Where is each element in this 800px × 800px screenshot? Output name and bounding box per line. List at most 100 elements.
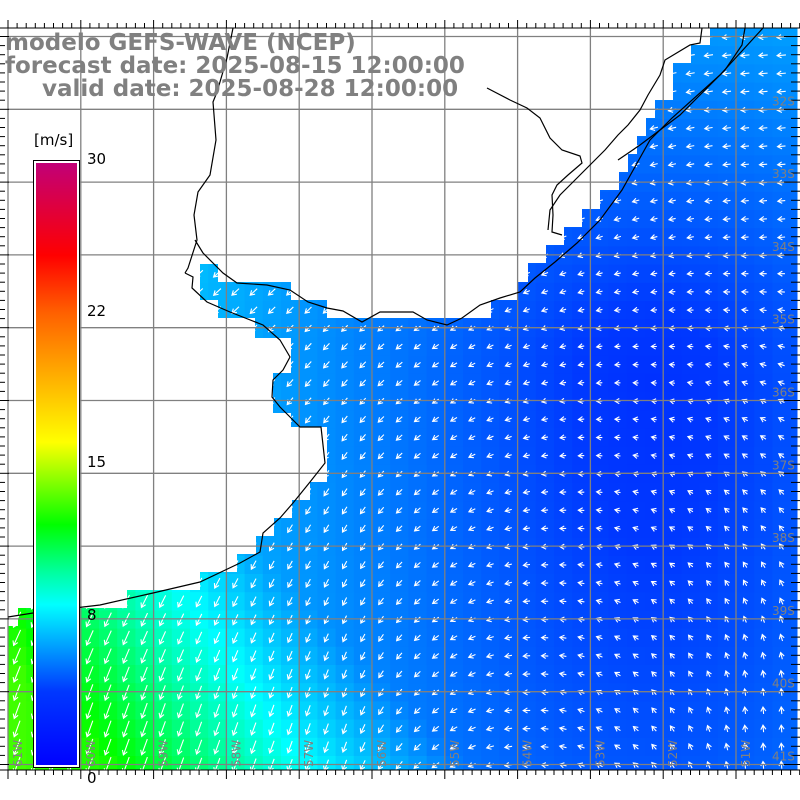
wind-arrow-icon [742,579,749,587]
wind-cell [790,64,798,84]
wind-arrow-icon [742,633,749,641]
wind-arrow-icon [650,580,657,587]
wind-arrow-icon [667,215,676,222]
wind-arrow-icon [395,525,403,533]
latitude-label: 38S [772,531,795,545]
wind-cell [790,228,798,247]
wind-arrow-icon [577,306,585,313]
wind-arrow-icon [722,270,731,277]
wind-cell [790,501,798,520]
wind-arrow-icon [268,740,275,754]
wind-cell [790,137,798,156]
wind-arrow-icon [613,489,621,496]
wind-arrow-icon [522,361,530,368]
wind-arrow-icon [250,650,257,663]
wind-arrow-icon [595,726,603,732]
wind-arrow-icon [650,507,657,514]
wind-arrow-icon [485,598,494,605]
wind-arrow-icon [449,725,458,732]
wind-arrow-icon [740,197,749,204]
wind-arrow-icon [504,361,512,368]
wind-arrow-icon [632,707,639,714]
wind-arrow-icon [522,507,531,514]
wind-arrow-icon [413,725,421,733]
wind-arrow-icon [485,671,494,677]
wind-arrow-icon [504,598,512,605]
wind-arrow-icon [377,452,385,460]
wind-arrow-icon [231,740,239,755]
wind-arrow-icon [377,416,385,423]
wind-arrow-icon [522,579,531,587]
longitude-label: 53W [593,740,607,767]
wind-arrow-icon [650,489,657,496]
wind-arrow-icon [268,650,275,662]
wind-arrow-icon [121,702,130,720]
wind-arrow-icon [667,143,677,150]
wind-arrow-icon [431,380,440,386]
wind-cell [790,683,798,702]
wind-arrow-icon [504,452,512,459]
wind-cell [790,555,798,575]
wind-arrow-icon [669,580,676,587]
wind-arrow-icon [540,707,549,714]
wind-arrow-icon [485,725,495,732]
wind-arrow-icon [759,307,767,314]
wind-arrow-icon [595,416,603,423]
wind-arrow-icon [286,740,293,754]
longitude-label: 56W [375,740,389,767]
wind-arrow-icon [760,705,767,715]
wind-arrow-icon [723,435,730,441]
wind-arrow-icon [705,561,712,568]
wind-cell [790,337,798,357]
axis-labels: 32S 33S 34S 35S 36S 37S 38S 39S 40S 41S 61W 60W 59W 5… [11,94,795,767]
wind-arrow-icon [323,488,330,497]
wind-arrow-icon [540,561,549,568]
lagoa-dos-patos [547,27,746,231]
longitude-label: 60W [84,740,98,767]
wind-arrow-icon [158,631,167,646]
wind-arrow-icon [723,525,730,532]
wind-arrow-icon [776,197,786,204]
wind-arrow-icon [668,234,676,241]
wind-arrow-icon [449,653,458,659]
wind-arrow-icon [540,598,549,605]
wind-arrow-icon [686,307,694,314]
wind-arrow-icon [158,595,167,609]
wind-arrow-icon [704,234,713,241]
wind-arrow-icon [250,596,257,607]
wind-arrow-icon [413,434,421,441]
wind-arrow-icon [577,416,585,423]
wind-arrow-icon [304,741,311,754]
wind-arrow-icon [305,506,312,515]
wind-arrow-icon [103,702,112,720]
wind-cell [790,155,798,175]
wind-arrow-icon [776,216,786,223]
wind-arrow-icon [614,708,621,714]
wind-arrow-icon [267,306,276,315]
wind-arrow-icon [668,416,676,423]
wind-arrow-icon [122,648,130,664]
wind-arrow-icon [759,343,767,350]
wind-cell [790,119,798,138]
wind-arrow-icon [486,525,494,532]
wind-arrow-icon [158,703,166,719]
wind-arrow-icon [704,361,712,368]
wind-arrow-icon [778,597,785,605]
wind-arrow-icon [741,380,749,387]
wind-arrow-icon [559,361,567,368]
wind-arrow-icon [540,507,549,514]
wind-arrow-icon [760,633,767,642]
wind-arrow-icon [724,724,731,733]
wind-arrow-icon [613,580,621,587]
wind-arrow-icon [504,307,512,313]
wind-arrow-icon [559,452,567,459]
wind-arrow-icon [413,707,421,715]
latitude-label: 41S [772,750,795,764]
wind-arrow-icon [742,651,749,660]
wind-arrow-icon [703,88,713,95]
wind-arrow-icon [140,702,148,719]
wind-arrow-icon [449,671,458,677]
wind-arrow-icon [103,720,112,738]
wind-arrow-icon [740,270,749,277]
wind-arrow-icon [777,416,785,423]
